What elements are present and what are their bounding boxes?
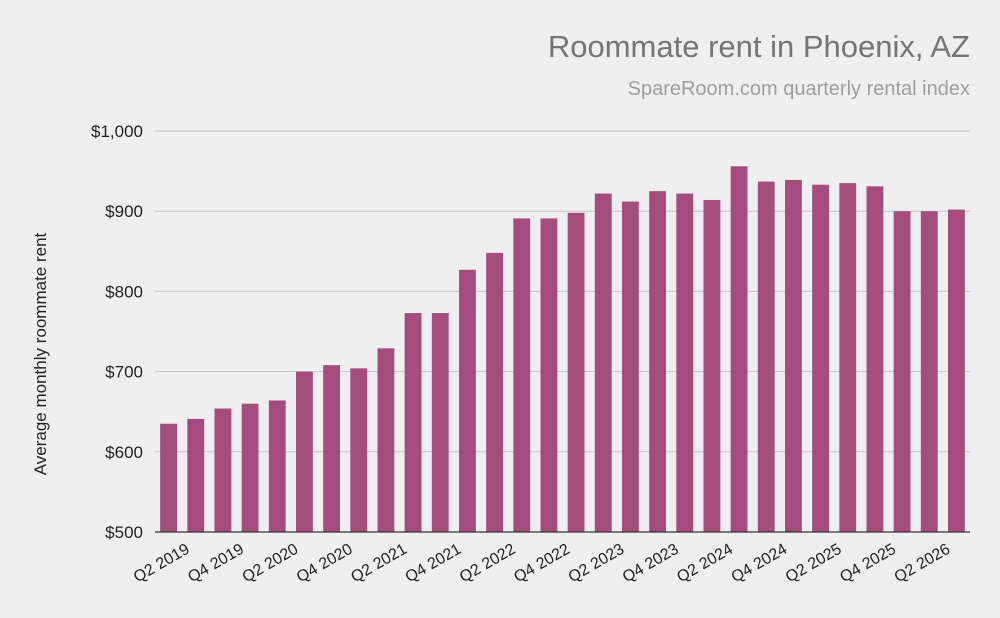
bars	[160, 166, 965, 533]
x-tick-label: Q2 2021	[348, 541, 410, 586]
bar	[431, 313, 449, 532]
x-tick-label: Q2 2026	[892, 541, 954, 586]
bar	[866, 186, 884, 532]
bar	[920, 211, 938, 532]
x-tick-label: Q4 2021	[403, 541, 465, 586]
y-tick-label: $500	[105, 523, 143, 542]
x-tick-label: Q2 2022	[457, 541, 519, 586]
y-tick-label: $800	[105, 282, 143, 301]
bar	[676, 193, 694, 532]
y-tick-label: $900	[105, 202, 143, 221]
bar	[241, 403, 259, 532]
x-tick-label: Q2 2024	[674, 541, 736, 586]
x-tick-label: Q4 2024	[729, 541, 791, 586]
y-axis-ticks: $500 $600 $700 $800 $900 $1,000	[91, 122, 143, 542]
y-axis-label: Average monthly roommate rent	[31, 232, 50, 475]
bar	[757, 181, 775, 532]
bar	[187, 418, 205, 532]
x-tick-label: Q4 2020	[294, 541, 356, 586]
bar	[296, 371, 313, 532]
bar	[703, 199, 721, 532]
bar	[567, 212, 585, 533]
x-tick-label: Q2 2019	[131, 541, 193, 586]
x-tick-label: Q2 2025	[783, 541, 845, 586]
bar	[622, 201, 639, 532]
bar	[839, 183, 857, 532]
x-tick-label: Q4 2023	[620, 541, 682, 586]
bar	[377, 348, 395, 532]
bar	[730, 166, 748, 533]
y-tick-label: $700	[105, 363, 143, 382]
y-tick-label: $600	[105, 443, 143, 462]
bar	[540, 218, 558, 533]
bar	[812, 184, 829, 533]
bar	[513, 218, 531, 533]
y-tick-label: $1,000	[91, 122, 143, 141]
bar	[214, 408, 232, 532]
bar	[649, 191, 666, 532]
bar	[893, 211, 911, 532]
bar	[404, 313, 422, 532]
bar	[594, 193, 612, 532]
bar	[160, 423, 177, 532]
x-tick-label: Q2 2020	[240, 541, 302, 586]
x-tick-label: Q4 2025	[837, 541, 899, 586]
chart-subtitle: SpareRoom.com quarterly rental index	[628, 78, 970, 100]
x-tick-label: Q4 2019	[185, 541, 247, 586]
x-tick-label: Q2 2023	[566, 541, 628, 586]
bar	[350, 368, 368, 532]
chart-title: Roommate rent in Phoenix, AZ	[548, 29, 970, 64]
gridlines	[155, 130, 970, 453]
bar	[785, 179, 802, 533]
bar	[323, 365, 340, 532]
bar	[486, 252, 503, 532]
bar	[268, 400, 286, 532]
bar	[459, 269, 476, 532]
bar	[948, 209, 965, 532]
x-tick-label: Q4 2022	[511, 541, 573, 586]
